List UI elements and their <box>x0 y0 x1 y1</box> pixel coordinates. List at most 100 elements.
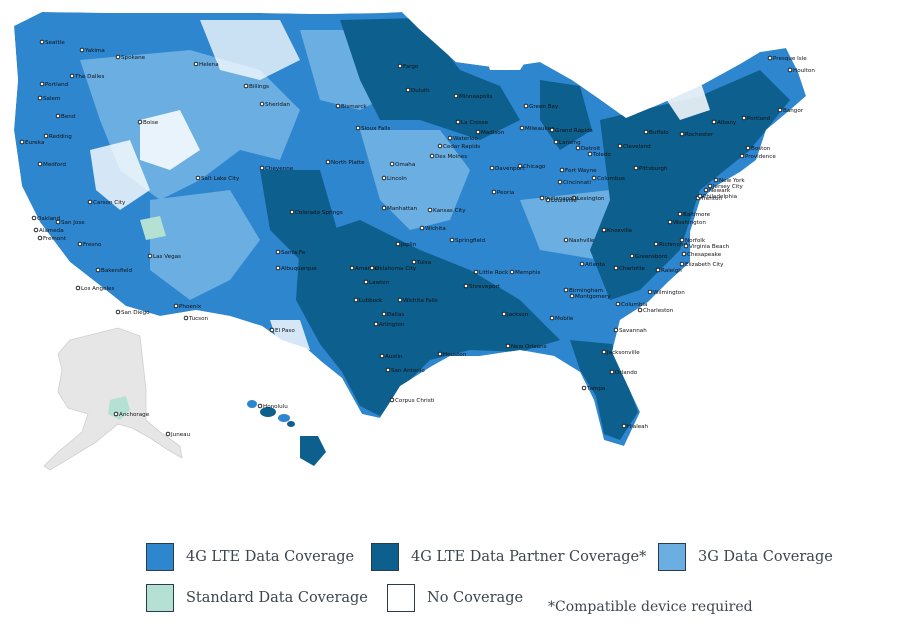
city-label: Jersey City <box>712 184 743 190</box>
city-marker <box>557 179 563 185</box>
city-marker <box>33 227 39 233</box>
city-label: Newark <box>709 188 731 194</box>
city-marker <box>437 351 443 357</box>
city-label: Helena <box>199 62 219 68</box>
city-label: Bismarck <box>341 104 367 110</box>
city-label: Bend <box>61 114 76 120</box>
city-marker <box>39 81 45 87</box>
city-marker <box>697 193 703 199</box>
legend-label-partner: 4G LTE Data Partner Coverage* <box>411 549 647 565</box>
city-marker <box>19 139 25 145</box>
coverage-map: Seattle Yakima Spokane The Dalles Portland Sa… <box>14 12 815 471</box>
city-label: Philadelphia <box>703 194 737 200</box>
city-marker <box>397 63 403 69</box>
city-label: Cincinnati <box>563 180 591 186</box>
city-label: Rochester <box>685 132 714 138</box>
device-note: *Compatible device required <box>548 599 753 615</box>
city-marker <box>653 241 659 247</box>
city-label: North Platte <box>331 160 365 166</box>
city-label: Little Rock <box>479 270 509 276</box>
city-marker <box>385 367 391 373</box>
city-marker <box>77 241 83 247</box>
city-label: Wichita Falls <box>403 298 438 304</box>
city-label: Cleveland <box>623 144 651 150</box>
city-marker <box>79 47 85 53</box>
city-label: Sioux Falls <box>361 126 390 132</box>
city-marker <box>679 261 685 267</box>
city-label: San Antonio <box>391 368 425 374</box>
city-marker <box>165 431 171 437</box>
city-marker <box>553 139 559 145</box>
city-label: Corpus Christi <box>395 398 435 404</box>
city-marker <box>745 145 751 151</box>
city-marker <box>643 129 649 135</box>
city-marker <box>679 237 685 243</box>
city-marker <box>549 315 555 321</box>
coverage-partner-mountain <box>260 170 340 260</box>
legend-swatch-partner <box>371 543 399 571</box>
city-marker <box>137 119 143 125</box>
city-label: Duluth <box>411 88 430 94</box>
city-label: Austin <box>385 354 403 360</box>
city-label: Knoxville <box>607 228 633 234</box>
city-marker <box>637 307 643 313</box>
city-marker <box>501 311 507 317</box>
city-label: Cedar Rapids <box>443 144 480 150</box>
city-marker <box>679 131 685 137</box>
city-marker <box>447 135 453 141</box>
city-marker <box>491 189 497 195</box>
city-marker <box>395 241 401 247</box>
city-label: Davenport <box>495 166 525 172</box>
city-label: Chicago <box>523 164 546 170</box>
no-coverage-idaho <box>140 110 200 170</box>
city-label: Wichita <box>425 226 446 232</box>
city-marker <box>193 61 199 67</box>
legend-swatch-none <box>387 584 415 612</box>
city-marker <box>591 175 597 181</box>
city-marker <box>601 349 607 355</box>
city-label: Providence <box>745 154 776 160</box>
city-label: Minneapolis <box>459 94 492 100</box>
city-label: Jackson <box>506 312 529 318</box>
city-marker <box>601 227 607 233</box>
standard-coverage-nevada <box>140 216 166 240</box>
city-marker <box>581 385 587 391</box>
city-marker <box>739 153 745 159</box>
city-marker <box>713 177 719 183</box>
city-marker <box>545 197 551 203</box>
city-label: Oakland <box>37 216 61 222</box>
city-label: Lubbock <box>359 298 383 304</box>
city-marker <box>609 369 615 375</box>
city-marker <box>381 175 387 181</box>
city-label: Redding <box>49 134 72 140</box>
city-marker <box>463 283 469 289</box>
city-label: Louisville <box>551 198 577 204</box>
city-marker <box>259 165 265 171</box>
city-label: Fremont <box>43 236 67 242</box>
city-label: New Orleans <box>511 344 547 350</box>
city-label: Baltimore <box>683 212 711 218</box>
city-marker <box>489 165 495 171</box>
city-marker <box>95 267 101 273</box>
city-marker <box>397 297 403 303</box>
city-label: Portland <box>45 82 69 88</box>
city-marker <box>31 215 37 221</box>
city-label: Trenton <box>700 196 722 202</box>
city-marker <box>613 265 619 271</box>
legend-swatch-lte <box>146 543 174 571</box>
city-label: Memphis <box>515 270 540 276</box>
city-label: Richmond <box>659 242 687 248</box>
city-label: Green Bay <box>529 104 559 110</box>
city-marker <box>559 167 565 173</box>
city-label: Lansing <box>559 140 581 146</box>
city-label: Milwaukee <box>525 126 555 132</box>
city-marker <box>405 87 411 93</box>
city-label: Peoria <box>497 190 514 196</box>
city-marker <box>633 165 639 171</box>
city-label: Grand Rapids <box>555 128 593 134</box>
legend-swatch-3g <box>658 543 686 571</box>
city-label: Juneau <box>170 432 191 438</box>
city-label: Indianapolis <box>545 196 579 202</box>
city-label: Honolulu <box>263 404 288 410</box>
city-marker <box>579 261 585 267</box>
